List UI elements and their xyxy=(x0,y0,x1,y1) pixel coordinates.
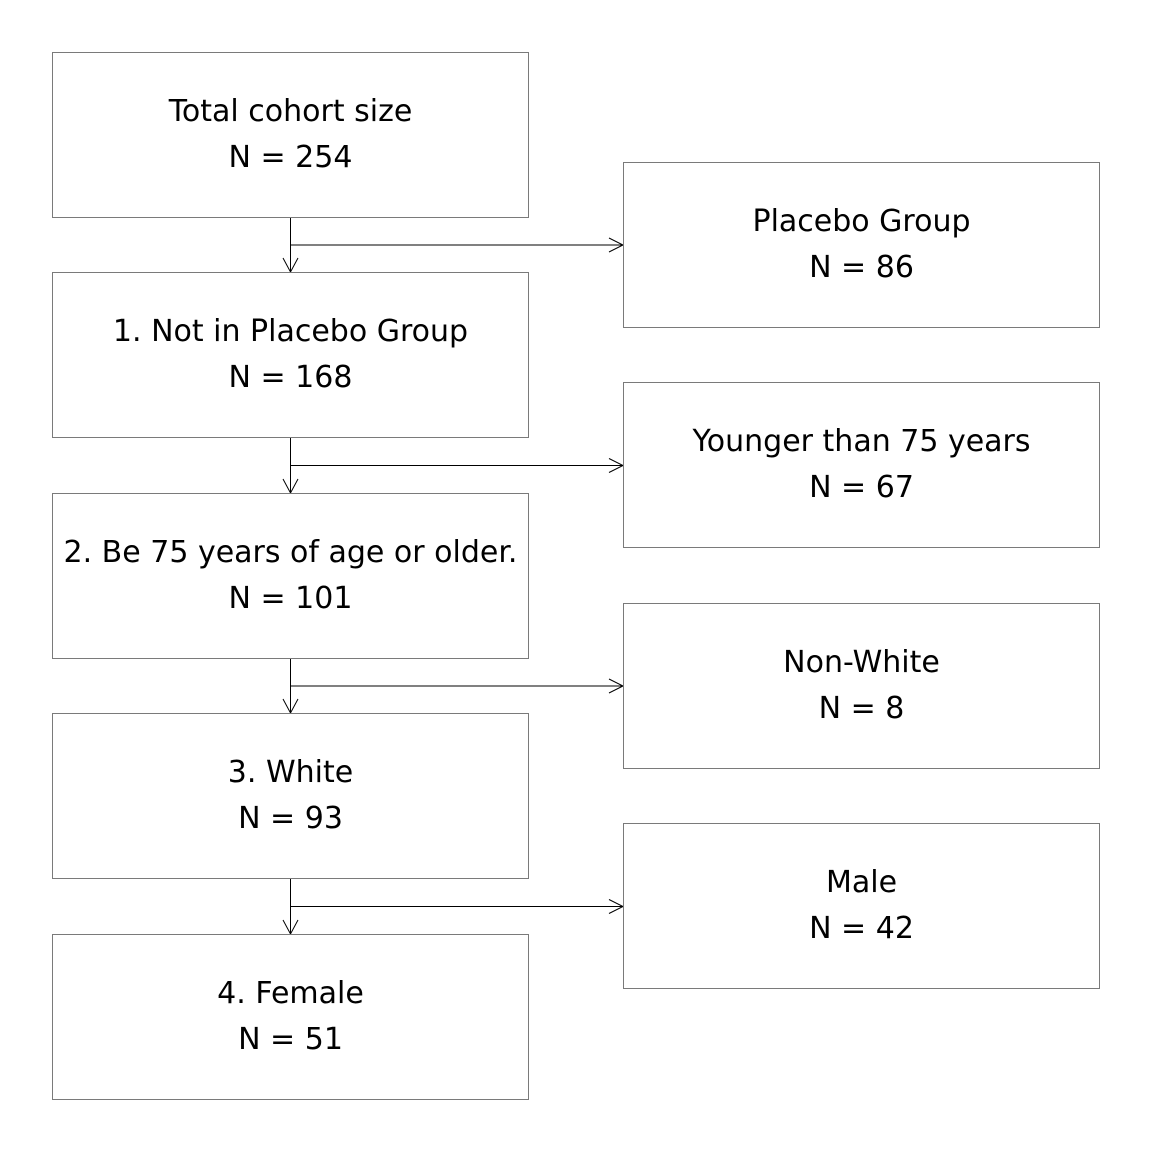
step-count: N = 93 xyxy=(238,801,343,836)
excluded-box-non-white: Non-White N = 8 xyxy=(623,603,1100,769)
step-box-white: 3. White N = 93 xyxy=(52,713,529,879)
step-label: Total cohort size xyxy=(168,94,413,129)
step-box-not-in-placebo: 1. Not in Placebo Group N = 168 xyxy=(52,272,529,438)
excluded-label: Placebo Group xyxy=(752,204,971,239)
step-box-total-cohort: Total cohort size N = 254 xyxy=(52,52,529,218)
step-label: 2. Be 75 years of age or older. xyxy=(63,535,518,570)
excluded-box-placebo: Placebo Group N = 86 xyxy=(623,162,1100,328)
excluded-label: Non-White xyxy=(783,645,940,680)
step-label: 1. Not in Placebo Group xyxy=(112,314,469,349)
excluded-count: N = 86 xyxy=(809,250,914,285)
excluded-box-younger-than-75: Younger than 75 years N = 67 xyxy=(623,382,1100,548)
excluded-count: N = 67 xyxy=(809,470,914,505)
step-count: N = 101 xyxy=(228,581,353,616)
excluded-box-male: Male N = 42 xyxy=(623,823,1100,989)
step-count: N = 51 xyxy=(238,1022,343,1057)
step-count: N = 254 xyxy=(228,140,353,175)
step-label: 4. Female xyxy=(217,976,364,1011)
excluded-label: Male xyxy=(825,865,898,900)
step-label: 3. White xyxy=(227,755,354,790)
step-box-female: 4. Female N = 51 xyxy=(52,934,529,1100)
step-box-age-75-plus: 2. Be 75 years of age or older. N = 101 xyxy=(52,493,529,659)
step-count: N = 168 xyxy=(228,360,353,395)
excluded-label: Younger than 75 years xyxy=(692,424,1031,459)
excluded-count: N = 42 xyxy=(809,911,914,946)
excluded-count: N = 8 xyxy=(818,691,905,726)
